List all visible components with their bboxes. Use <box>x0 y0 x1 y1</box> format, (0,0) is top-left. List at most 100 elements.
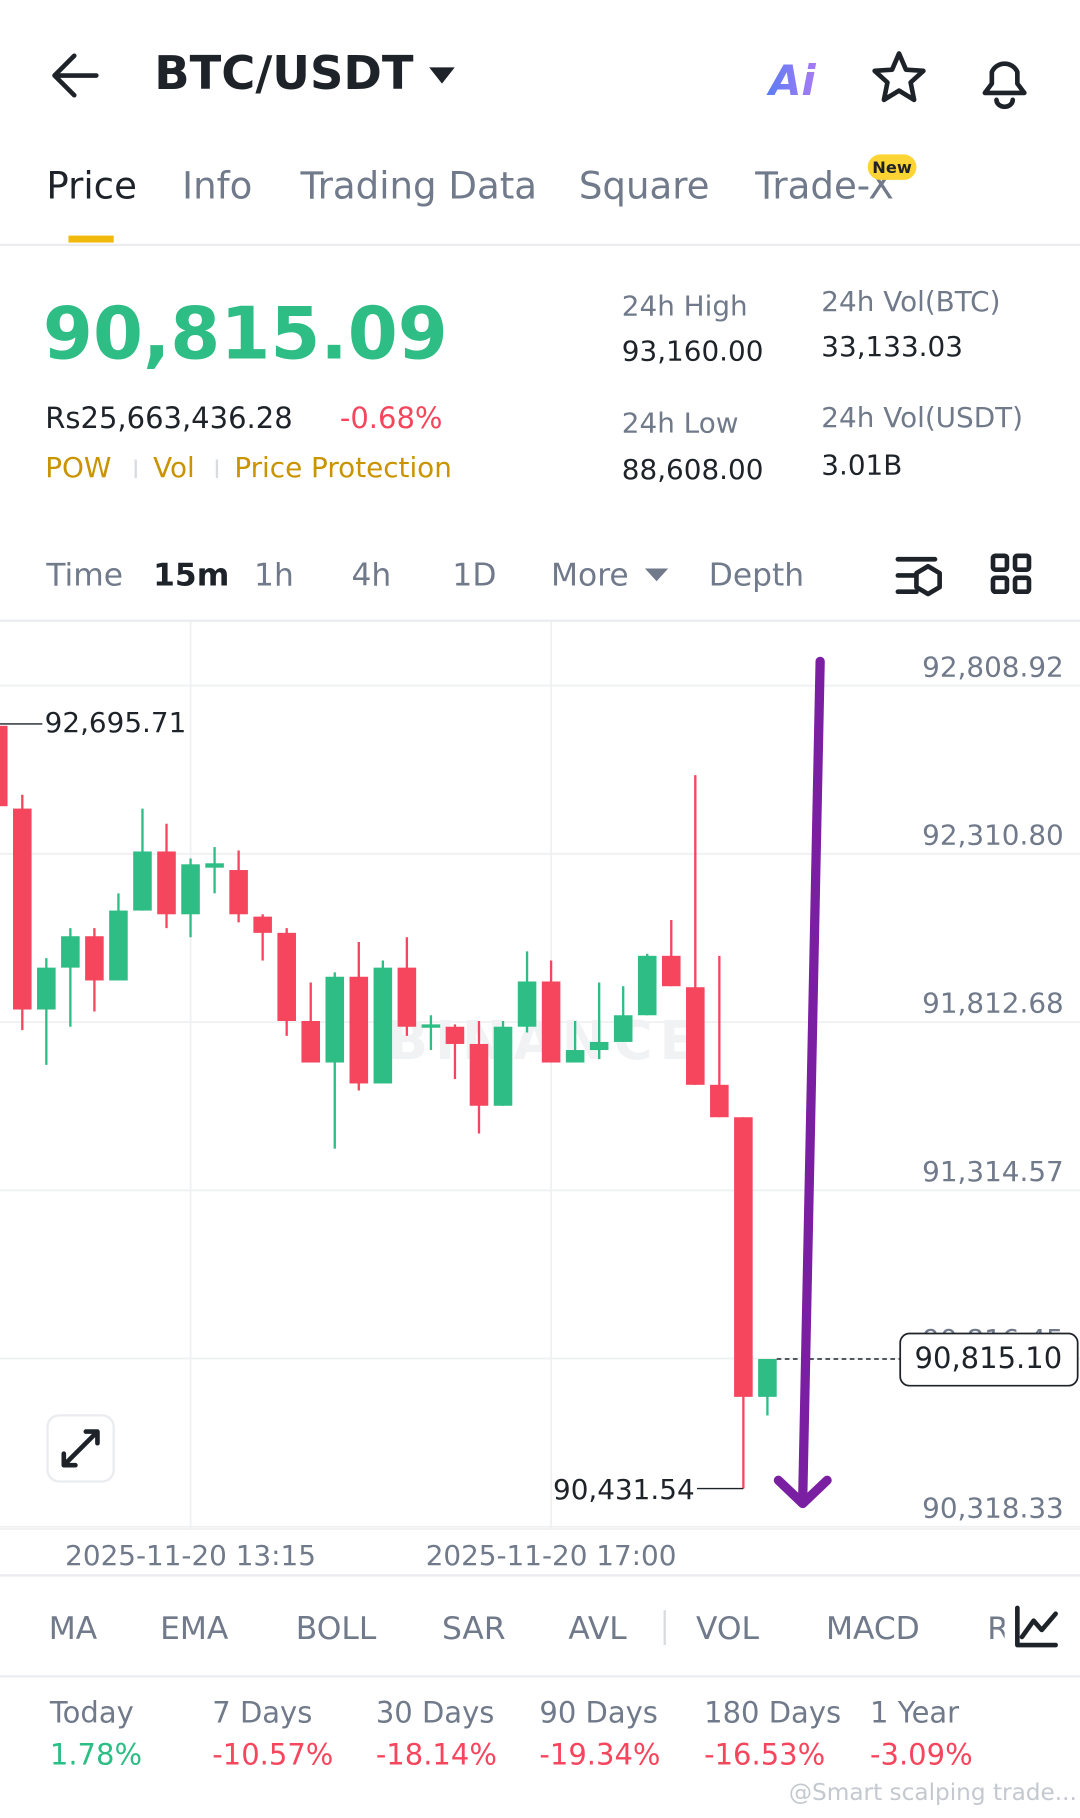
indicator-option[interactable]: MACD <box>826 1611 920 1647</box>
candle-body <box>710 1084 729 1118</box>
indicator-bar: MA EMA BOLL SAR AVL VOL MACD R <box>49 1611 1009 1647</box>
period-change: -18.14% <box>376 1737 497 1771</box>
stat-label: 24h Low <box>622 407 739 440</box>
candle-body <box>541 981 561 1063</box>
tab[interactable]: Square <box>579 165 710 208</box>
interval-option[interactable]: 15m <box>153 558 229 594</box>
ticker-link[interactable]: Price Protection <box>234 451 452 484</box>
period-label: Today <box>49 1696 134 1730</box>
low-label: 90,431.54 <box>553 1473 695 1506</box>
new-badge: New <box>872 158 912 177</box>
tab[interactable]: Info <box>182 165 252 208</box>
candle-body <box>205 863 224 868</box>
indicator-settings-button[interactable] <box>1015 1605 1058 1648</box>
footer-watermark: @Smart scalping trade... <box>789 1779 1077 1806</box>
indicator-option[interactable]: AVL <box>568 1611 627 1647</box>
ai-button[interactable]: Ai <box>766 56 816 105</box>
candle-body <box>61 936 80 968</box>
pair-title[interactable]: BTC/USDT <box>154 46 414 100</box>
stats: 24h High 93,160.00 24h Vol(BTC) 33,133.0… <box>622 285 1023 486</box>
period-change: -16.53% <box>704 1737 825 1771</box>
candle-body <box>229 870 248 915</box>
candle-body <box>181 864 200 915</box>
favorite-button[interactable] <box>872 51 926 103</box>
candle-body <box>277 932 296 1021</box>
ticker-link[interactable]: POW <box>45 451 111 484</box>
candle-body <box>0 725 8 807</box>
period-label: 180 Days <box>704 1696 841 1730</box>
interval-option[interactable]: Depth <box>709 558 804 594</box>
chart-settings-button[interactable] <box>895 556 942 597</box>
candle-body <box>301 1020 321 1063</box>
indicator-option[interactable]: VOL <box>696 1611 760 1647</box>
last-price: 90,815.09 <box>43 291 448 375</box>
candle-body <box>613 1015 633 1042</box>
indicator-option[interactable]: MA <box>49 1611 98 1647</box>
candle-body <box>517 981 537 1027</box>
interval-option[interactable]: More <box>551 558 629 594</box>
period-change: -3.09% <box>870 1737 973 1771</box>
interval-option[interactable]: 1D <box>452 558 496 594</box>
tab-indicator <box>68 235 114 243</box>
candle-body <box>686 987 705 1085</box>
indicator-option[interactable]: EMA <box>160 1611 229 1647</box>
period-change: 1.78% <box>50 1737 142 1771</box>
candle-body <box>397 967 417 1027</box>
x-tick-label: 2025-11-20 13:15 <box>65 1539 316 1572</box>
y-tick-label: 92,310.80 <box>922 818 1064 851</box>
last-price-label: 90,815.10 <box>915 1341 1063 1375</box>
candle-body <box>445 1026 465 1044</box>
tab-bar: Price Info Trading Data Square Trade-X <box>46 165 893 208</box>
indicator-option[interactable]: R <box>987 1611 1009 1647</box>
period-change: -19.34% <box>539 1737 660 1771</box>
alert-button[interactable] <box>982 61 1027 110</box>
period-label: 7 Days <box>212 1696 312 1730</box>
y-tick-label: 92,808.92 <box>922 650 1064 683</box>
tab[interactable]: Trading Data <box>299 165 537 208</box>
indicator-option[interactable]: BOLL <box>296 1611 377 1647</box>
candle-body <box>85 936 104 981</box>
candle-body <box>565 1050 585 1063</box>
x-tick-label: 2025-11-20 17:00 <box>426 1539 677 1572</box>
interval-option[interactable]: Time <box>45 558 123 594</box>
candle-body <box>37 967 56 1010</box>
y-tick-label: 91,812.68 <box>922 987 1064 1020</box>
more-dropdown[interactable] <box>644 568 669 582</box>
layout-button[interactable] <box>990 553 1032 595</box>
annotation-arrow <box>773 656 832 1509</box>
candle-body <box>469 1043 489 1106</box>
interval-bar: Time 15m 1h 4h 1D More Depth <box>45 558 804 594</box>
candle-body <box>157 851 176 915</box>
last-price-box <box>899 1332 1079 1387</box>
ticker-link[interactable]: Vol <box>153 451 195 484</box>
candle-body <box>325 976 345 1063</box>
candle-body <box>661 955 681 987</box>
new-badge-bg <box>867 154 917 180</box>
stat-value: 3.01B <box>821 448 902 481</box>
candle-body <box>133 851 152 911</box>
period-label: 30 Days <box>376 1696 494 1730</box>
high-label: 92,695.71 <box>45 706 187 739</box>
stat-value: 88,608.00 <box>622 453 764 486</box>
performance-row: Today 1.78% 7 Days -10.57% 30 Days -18.14% 90 … <box>49 1696 973 1772</box>
interval-option[interactable]: 4h <box>351 558 391 594</box>
period-label: 90 Days <box>539 1696 658 1730</box>
back-button[interactable] <box>52 53 99 98</box>
pair-dropdown[interactable] <box>429 67 455 84</box>
interval-option[interactable]: 1h <box>254 558 294 594</box>
grid: 92,808.92 92,310.80 91,812.68 91,314.57 90,8… <box>0 621 1080 1572</box>
fullscreen-button[interactable] <box>46 1414 115 1483</box>
stat-value: 33,133.03 <box>821 330 963 363</box>
candle-body <box>373 967 393 1084</box>
candle-body <box>637 955 657 1016</box>
period-label: 1 Year <box>870 1696 959 1730</box>
chart-overlay: 92,695.71 90,431.54 90,815.10 <box>0 706 1079 1506</box>
stat-label: 24h Vol(USDT) <box>821 401 1023 434</box>
tab[interactable]: Price <box>46 165 137 208</box>
candle-body <box>109 910 128 981</box>
chart-watermark: BINANCE <box>387 1009 702 1072</box>
stat-value: 93,160.00 <box>622 335 764 368</box>
indicator-option[interactable]: SAR <box>442 1611 506 1647</box>
